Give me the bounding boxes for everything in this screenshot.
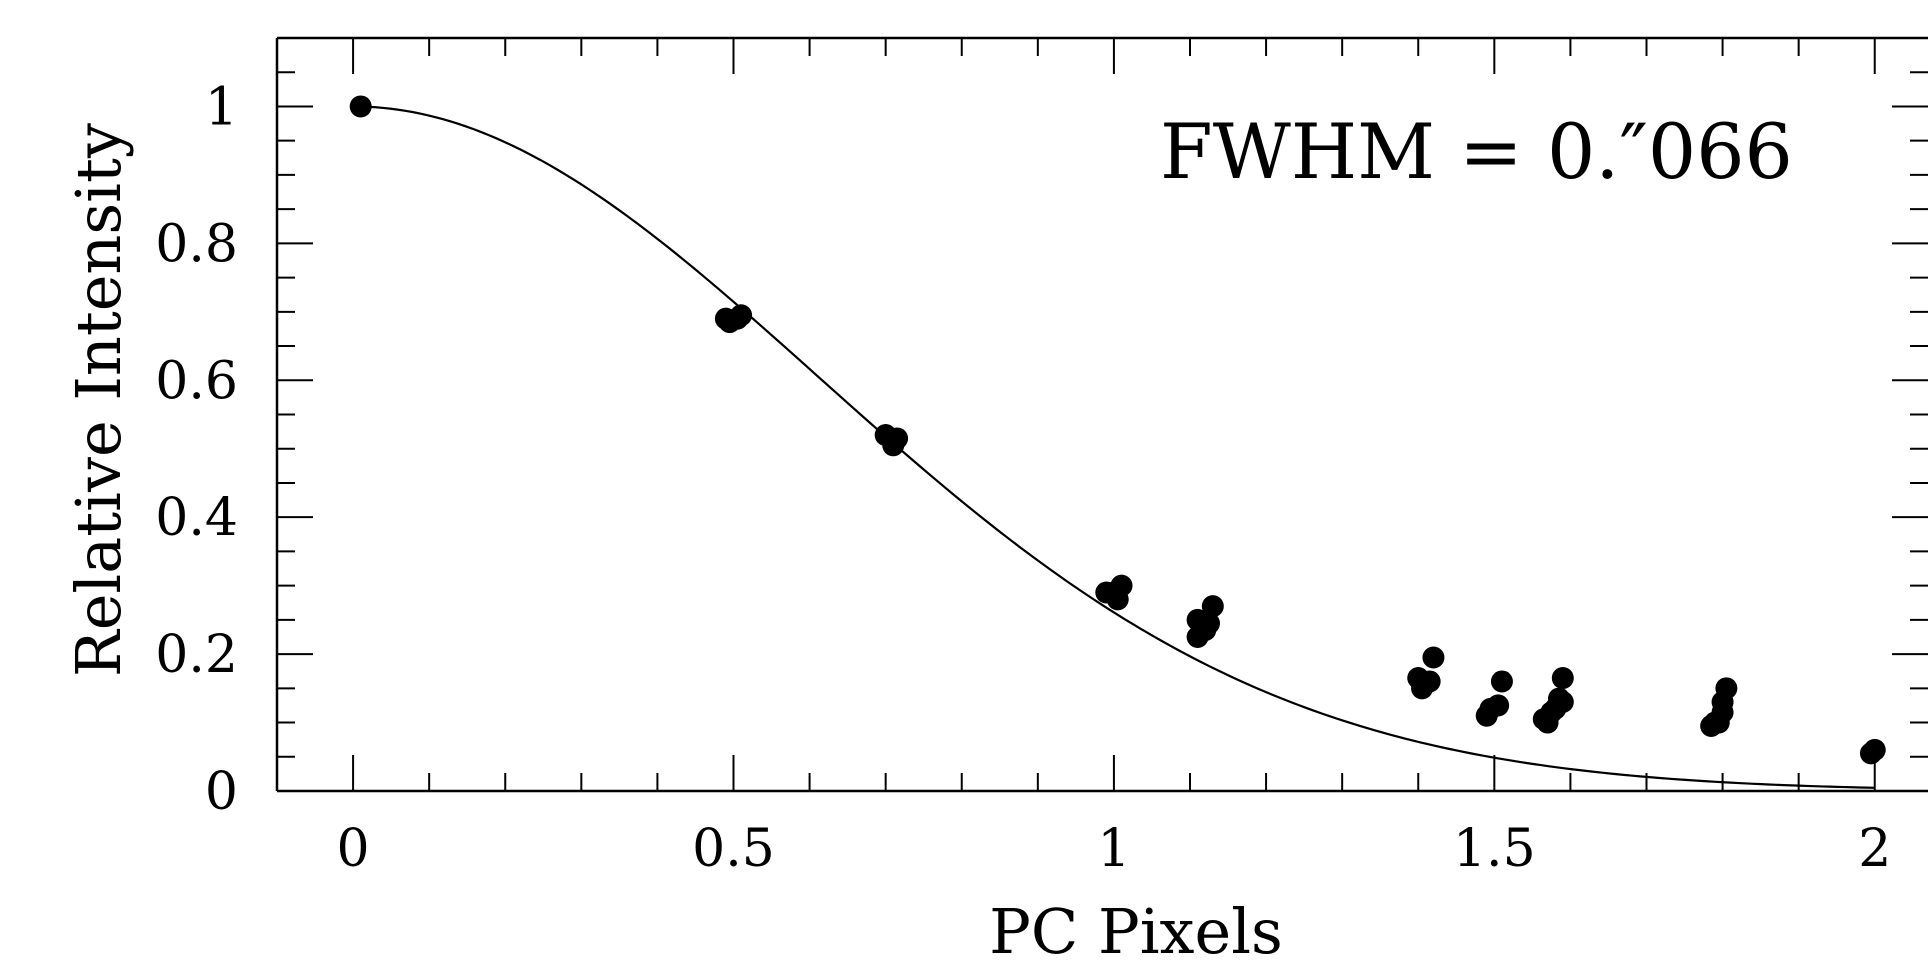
model-curve <box>360 105 1875 789</box>
y-tick-label: 0.4 <box>155 488 238 548</box>
data-point <box>1110 574 1133 597</box>
data-point <box>1551 691 1574 714</box>
data-point <box>1715 677 1738 700</box>
data-point <box>1551 667 1574 690</box>
y-tick-label: 0 <box>205 762 238 822</box>
y-tick-label: 0.8 <box>155 214 238 274</box>
y-tick-label: 0.2 <box>155 625 238 685</box>
y-tick-label: 1 <box>205 77 238 137</box>
y-axis-label: Relative Intensity <box>62 123 135 677</box>
x-tick-label: 2 <box>1858 819 1891 879</box>
data-point <box>730 304 753 327</box>
x-tick-label: 0.5 <box>692 819 775 879</box>
x-axis-label: PC Pixels <box>989 895 1283 967</box>
y-axis-ticks: 0 0.2 0.4 0.6 0.8 1 <box>155 37 1928 822</box>
x-tick-label: 1 <box>1097 819 1130 879</box>
x-tick-label: 1.5 <box>1453 819 1536 879</box>
fwhm-annotation: FWHM = 0.″066 <box>1160 107 1793 196</box>
data-point <box>1487 694 1510 717</box>
data-points <box>349 95 1886 765</box>
data-point <box>1422 646 1445 669</box>
x-axis-ticks: 0 0.5 1 1.5 2 <box>276 38 1891 879</box>
data-point <box>1490 670 1513 693</box>
data-point <box>1418 670 1441 693</box>
y-tick-label: 0.6 <box>155 351 238 411</box>
data-point <box>1198 612 1221 635</box>
data-point <box>1863 738 1886 761</box>
x-tick-label: 0 <box>337 819 370 879</box>
data-point <box>349 95 372 118</box>
data-point <box>1201 595 1224 618</box>
data-point <box>886 427 909 450</box>
